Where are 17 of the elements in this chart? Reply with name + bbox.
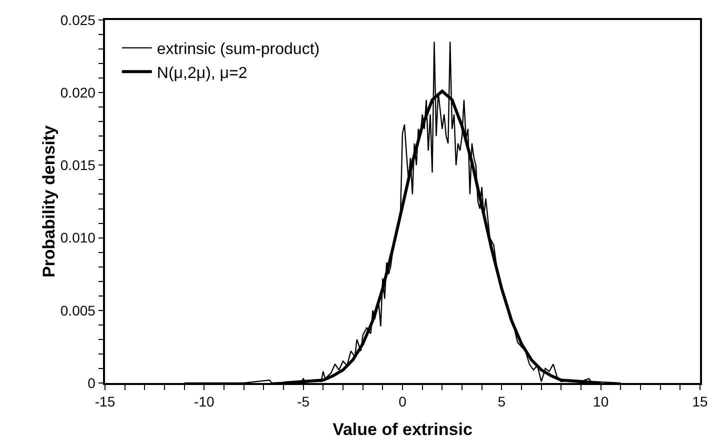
y-tick-label: 0.005 [60,302,96,318]
legend-label: extrinsic (sum-product) [156,41,320,58]
x-tick-label: 10 [593,394,609,410]
x-tick-label: 15 [692,394,708,410]
y-tick-label: 0 [88,374,96,391]
x-tick-label: 5 [498,394,506,410]
y-tick-label: 0.015 [60,157,96,174]
y-tick-label: 0.010 [60,230,96,246]
x-tick-label: -5 [297,394,310,410]
y-tick-label: 0.025 [60,12,96,28]
x-axis-title: Value of extrinsic [332,420,472,439]
x-tick-label: 0 [398,394,407,410]
x-tick-label: -15 [94,394,116,410]
y-axis-title: Probability density [39,124,58,278]
y-tick-label: 0.020 [60,84,96,100]
legend-label: N(μ,2μ), μ=2 [156,64,248,82]
x-tick-label: -10 [194,394,214,410]
